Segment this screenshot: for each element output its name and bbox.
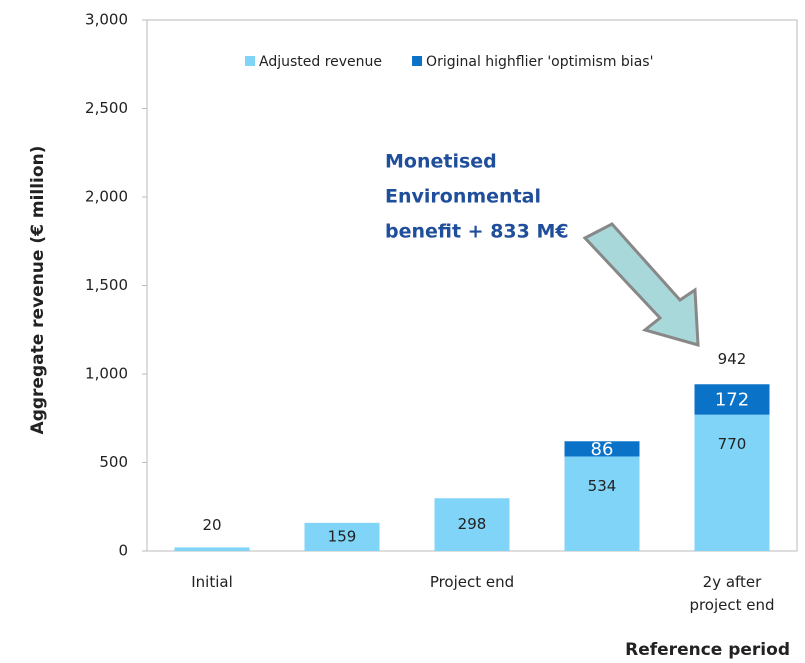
bar [304,522,380,551]
y-tick-label: 1,500 [85,276,128,294]
bar [564,456,640,551]
x-axis-label: Reference period [625,640,790,660]
value-label: 172 [715,389,749,410]
bar [434,498,510,551]
y-tick-label: 1,000 [85,365,128,383]
y-tick-label: 500 [99,453,128,471]
arrow [582,222,700,348]
annotation: Monetised [385,151,497,173]
bar [564,441,640,457]
value-label: 770 [718,435,747,453]
total-label: 942 [718,350,747,368]
value-label: 534 [588,477,617,495]
value-label: 159 [328,527,357,545]
y-tick-label: 2,500 [85,99,128,117]
value-label: 298 [458,515,487,533]
annotation: benefit + 833 M€ [385,221,569,243]
x-tick-label: Initial [191,573,233,591]
bar [174,547,250,551]
y-axis-label: Aggregate revenue (€ million) [28,146,48,435]
bar [694,384,770,415]
value-label: 86 [591,439,614,460]
y-tick-label: 2,000 [85,188,128,206]
legend-label: Adjusted revenue [259,54,382,70]
legend-swatch [245,56,255,66]
bar [694,414,770,551]
y-tick-label: 3,000 [85,11,128,29]
legend-swatch [412,56,423,66]
x-tick-label: 2y after project end [689,573,775,614]
annotation: Environmental [385,186,541,208]
value-label: 20 [202,516,221,534]
x-tick-label: Project end [429,573,515,591]
legend-label: Original highflier 'optimism bias' [426,54,653,70]
y-tick-label: 0 [118,542,128,560]
